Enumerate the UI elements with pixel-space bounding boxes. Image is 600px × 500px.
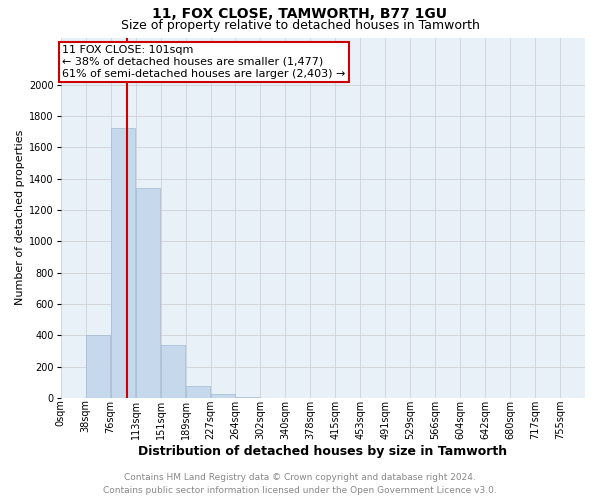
Bar — [211, 394, 235, 398]
Text: 11, FOX CLOSE, TAMWORTH, B77 1GU: 11, FOX CLOSE, TAMWORTH, B77 1GU — [152, 8, 448, 22]
X-axis label: Distribution of detached houses by size in Tamworth: Distribution of detached houses by size … — [139, 444, 508, 458]
Text: 11 FOX CLOSE: 101sqm
← 38% of detached houses are smaller (1,477)
61% of semi-de: 11 FOX CLOSE: 101sqm ← 38% of detached h… — [62, 46, 346, 78]
Bar — [161, 345, 185, 398]
Bar — [236, 397, 260, 398]
Bar — [86, 336, 110, 398]
Text: Contains HM Land Registry data © Crown copyright and database right 2024.
Contai: Contains HM Land Registry data © Crown c… — [103, 474, 497, 495]
Bar — [111, 128, 136, 398]
Y-axis label: Number of detached properties: Number of detached properties — [15, 130, 25, 306]
Text: Size of property relative to detached houses in Tamworth: Size of property relative to detached ho… — [121, 18, 479, 32]
Bar — [186, 386, 210, 398]
Bar — [136, 188, 160, 398]
